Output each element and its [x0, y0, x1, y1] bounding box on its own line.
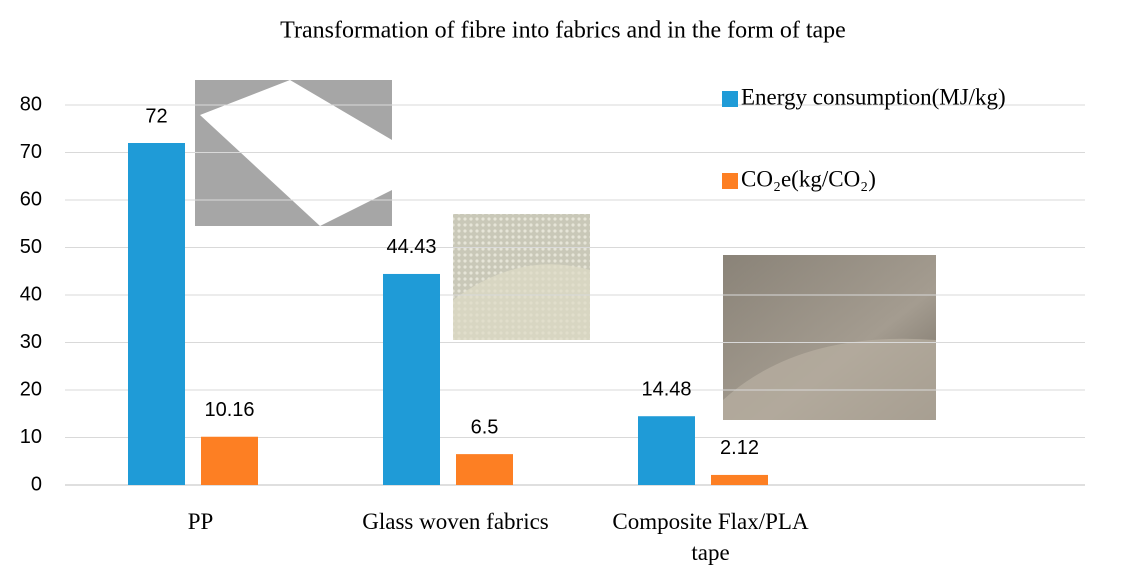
- x-tick-label: Composite Flax/PLA tape: [612, 509, 809, 565]
- x-tick-label: Glass woven fabrics: [362, 509, 549, 534]
- x-tick-label: PP: [187, 509, 214, 534]
- y-tick-label: 60: [20, 188, 42, 210]
- value-label: 14.48: [641, 379, 691, 401]
- y-tick-label: 10: [20, 426, 42, 448]
- value-label: 2.12: [720, 437, 759, 459]
- photo-flax: [723, 255, 936, 420]
- value-label: 44.43: [386, 236, 436, 258]
- y-tick-label: 70: [20, 141, 42, 163]
- legend-swatch: [722, 91, 738, 107]
- bar: [638, 416, 695, 485]
- y-tick-label: 20: [20, 378, 42, 400]
- y-tick-label: 0: [31, 473, 42, 495]
- legend: Energy consumption(MJ/kg) CO₂e(kg/CO₂): [722, 84, 1006, 191]
- value-label: 10.16: [204, 399, 254, 421]
- bar: [383, 273, 440, 485]
- value-label: 72: [145, 105, 167, 127]
- y-tick-label: 40: [20, 283, 42, 305]
- y-tick-label: 50: [20, 236, 42, 258]
- photo-glass: [453, 214, 590, 340]
- bar: [456, 454, 513, 485]
- bar: [128, 143, 185, 485]
- bar: [711, 474, 768, 485]
- y-tick-label: 30: [20, 331, 42, 353]
- legend-label: Energy consumption(MJ/kg): [741, 84, 1006, 109]
- legend-label: CO₂e(kg/CO₂): [741, 166, 876, 191]
- y-tick-label: 80: [20, 93, 42, 115]
- bar: [201, 436, 258, 485]
- chart-title: Transformation of fibre into fabrics and…: [280, 18, 846, 44]
- value-label: 6.5: [471, 416, 499, 438]
- legend-swatch: [722, 173, 738, 189]
